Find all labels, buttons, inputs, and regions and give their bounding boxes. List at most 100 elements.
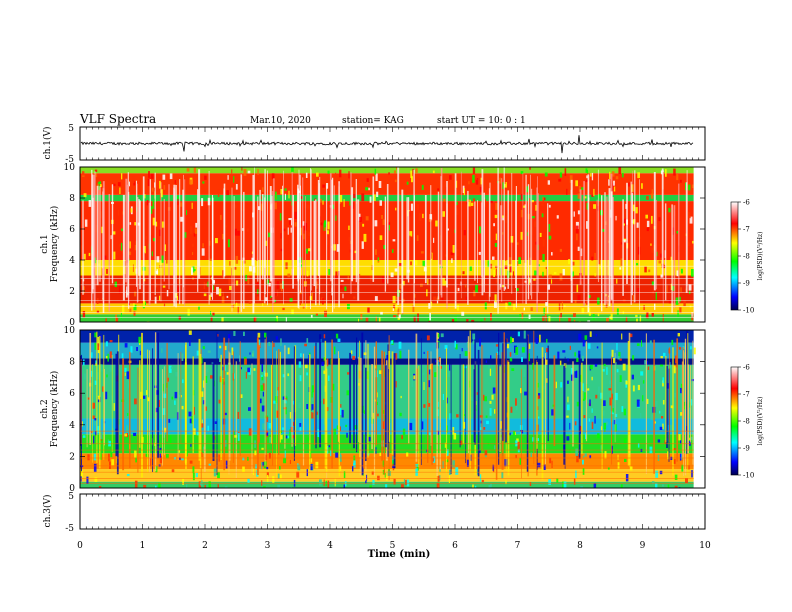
- spectrogram-speckle: [528, 314, 531, 319]
- spectrogram-speckle: [464, 351, 468, 356]
- ch2-spec-channel-label: ch.2: [40, 399, 50, 418]
- spectrogram-speckle: [560, 312, 562, 319]
- spectrogram-speckle: [669, 424, 673, 433]
- spectrogram-speckle: [521, 312, 524, 319]
- freq-tick-label: 8: [69, 358, 75, 368]
- spectrogram-speckle: [159, 193, 161, 201]
- spectrogram-speckle: [353, 296, 356, 299]
- spectrogram-speckle: [673, 168, 676, 176]
- spectrogram-band: [80, 314, 694, 322]
- spectrogram-speckle: [688, 241, 690, 246]
- spectrogram-speckle: [199, 482, 202, 486]
- spectrogram-speckle: [229, 261, 231, 266]
- spectrogram-speckle: [587, 320, 591, 322]
- spectrogram-speckle: [674, 474, 678, 480]
- spectrogram-speckle: [165, 453, 169, 459]
- spectrogram-speckle: [247, 456, 249, 461]
- spectrogram-speckle: [335, 215, 337, 221]
- spectrogram-speckle: [312, 394, 314, 401]
- spectrogram-speckle: [620, 258, 623, 266]
- spectrogram-speckle: [88, 252, 91, 257]
- spectrogram-speckle: [619, 358, 622, 361]
- spectrogram-speckle: [473, 290, 476, 297]
- spectrogram-speckle: [274, 202, 277, 210]
- spectrogram-speckle: [376, 413, 379, 417]
- spectrogram-speckle: [522, 188, 525, 194]
- spectrogram-speckle: [94, 419, 96, 426]
- spectrogram-speckle: [231, 267, 233, 276]
- spectrogram-speckle: [534, 270, 537, 276]
- spectrogram-speckle: [542, 196, 544, 201]
- ch2-spectrogram-panel: 0 2 4 6 8 10 ch.2 Frequency (kHz): [40, 326, 706, 494]
- spectrogram-speckle: [310, 314, 313, 318]
- spectrogram-speckle: [501, 472, 504, 479]
- spectrogram-speckle: [575, 448, 578, 456]
- spectrogram-speckle: [443, 198, 446, 202]
- spectrogram-speckle: [581, 187, 584, 190]
- spectrogram-speckle: [537, 406, 539, 410]
- spectrogram-speckle: [444, 280, 448, 286]
- spectrogram-speckle: [360, 314, 363, 320]
- spectrogram-speckle: [147, 178, 150, 187]
- spectrogram-speckle: [125, 290, 129, 298]
- spectrogram-speckle: [575, 225, 579, 234]
- time-tick-label: 4: [327, 541, 333, 551]
- spectrogram-speckle: [491, 394, 494, 400]
- spectrogram-speckle: [574, 300, 577, 304]
- spectrogram-speckle: [456, 180, 458, 188]
- spectrogram-speckle: [162, 408, 166, 415]
- spectrogram-speckle: [581, 308, 585, 314]
- spectrogram-speckle: [615, 362, 617, 365]
- spectrogram-speckle: [517, 441, 520, 450]
- spectrogram-speckle: [556, 478, 559, 483]
- spectrogram-speckle: [629, 466, 633, 471]
- spectrogram-speckle: [227, 175, 229, 180]
- spectrogram-speckle: [222, 233, 225, 240]
- spectrogram-speckle: [347, 275, 349, 280]
- spectrogram-speckle: [202, 243, 204, 248]
- spectrogram-speckle: [121, 228, 123, 232]
- spectrogram-speckle: [603, 422, 607, 430]
- spectrogram-speckle: [688, 212, 691, 219]
- spectrogram-speckle: [512, 271, 515, 276]
- spectrogram-speckle: [562, 350, 566, 353]
- spectrogram-speckle: [578, 185, 581, 192]
- spectrogram-speckle: [393, 478, 396, 485]
- spectrogram-speckle: [148, 171, 150, 178]
- spectrogram-speckle: [427, 317, 431, 321]
- ch1-waveform-panel: 5 -5 ch.1(V): [42, 124, 706, 165]
- spectrogram-speckle: [635, 207, 638, 214]
- spectrogram-speckle: [607, 296, 609, 303]
- ch1-ytick-bottom: -5: [65, 155, 74, 165]
- spectrogram-speckle: [616, 278, 618, 284]
- spectrogram-speckle: [687, 465, 690, 470]
- spectrogram-speckle: [387, 222, 391, 226]
- spectrogram-speckle: [675, 297, 679, 305]
- spectrogram-speckle: [499, 283, 501, 290]
- spectrogram-speckle: [549, 457, 552, 464]
- spectrogram-speckle: [475, 175, 478, 180]
- spectrogram-speckle: [619, 267, 622, 270]
- spectrogram-speckle: [400, 395, 402, 399]
- spectrogram-speckle: [108, 453, 110, 462]
- spectrogram-speckle: [210, 375, 213, 379]
- spectrogram-speckle: [520, 171, 524, 175]
- spectrogram-speckle: [163, 185, 166, 190]
- spectrogram-speckle: [569, 448, 571, 453]
- spectrogram-speckle: [216, 286, 219, 295]
- spectrogram-speckle: [624, 458, 627, 462]
- spectrogram-speckle: [568, 259, 570, 265]
- ch2-freq-axis-label: Frequency (kHz): [49, 371, 60, 448]
- spectrogram-speckle: [680, 268, 683, 274]
- spectrogram-speckle: [98, 486, 102, 488]
- spectrogram-speckle: [83, 253, 86, 260]
- freq-tick-label: 8: [69, 194, 75, 204]
- spectrogram-speckle: [476, 241, 480, 245]
- spectrogram-speckle: [538, 264, 540, 267]
- spectrogram-speckle: [88, 200, 92, 207]
- spectrogram-speckle: [608, 388, 612, 391]
- spectrogram-speckle: [454, 340, 456, 348]
- spectrogram-speckle: [375, 249, 377, 255]
- spectrogram-speckle: [551, 252, 553, 256]
- spectrogram-speckle: [191, 202, 193, 209]
